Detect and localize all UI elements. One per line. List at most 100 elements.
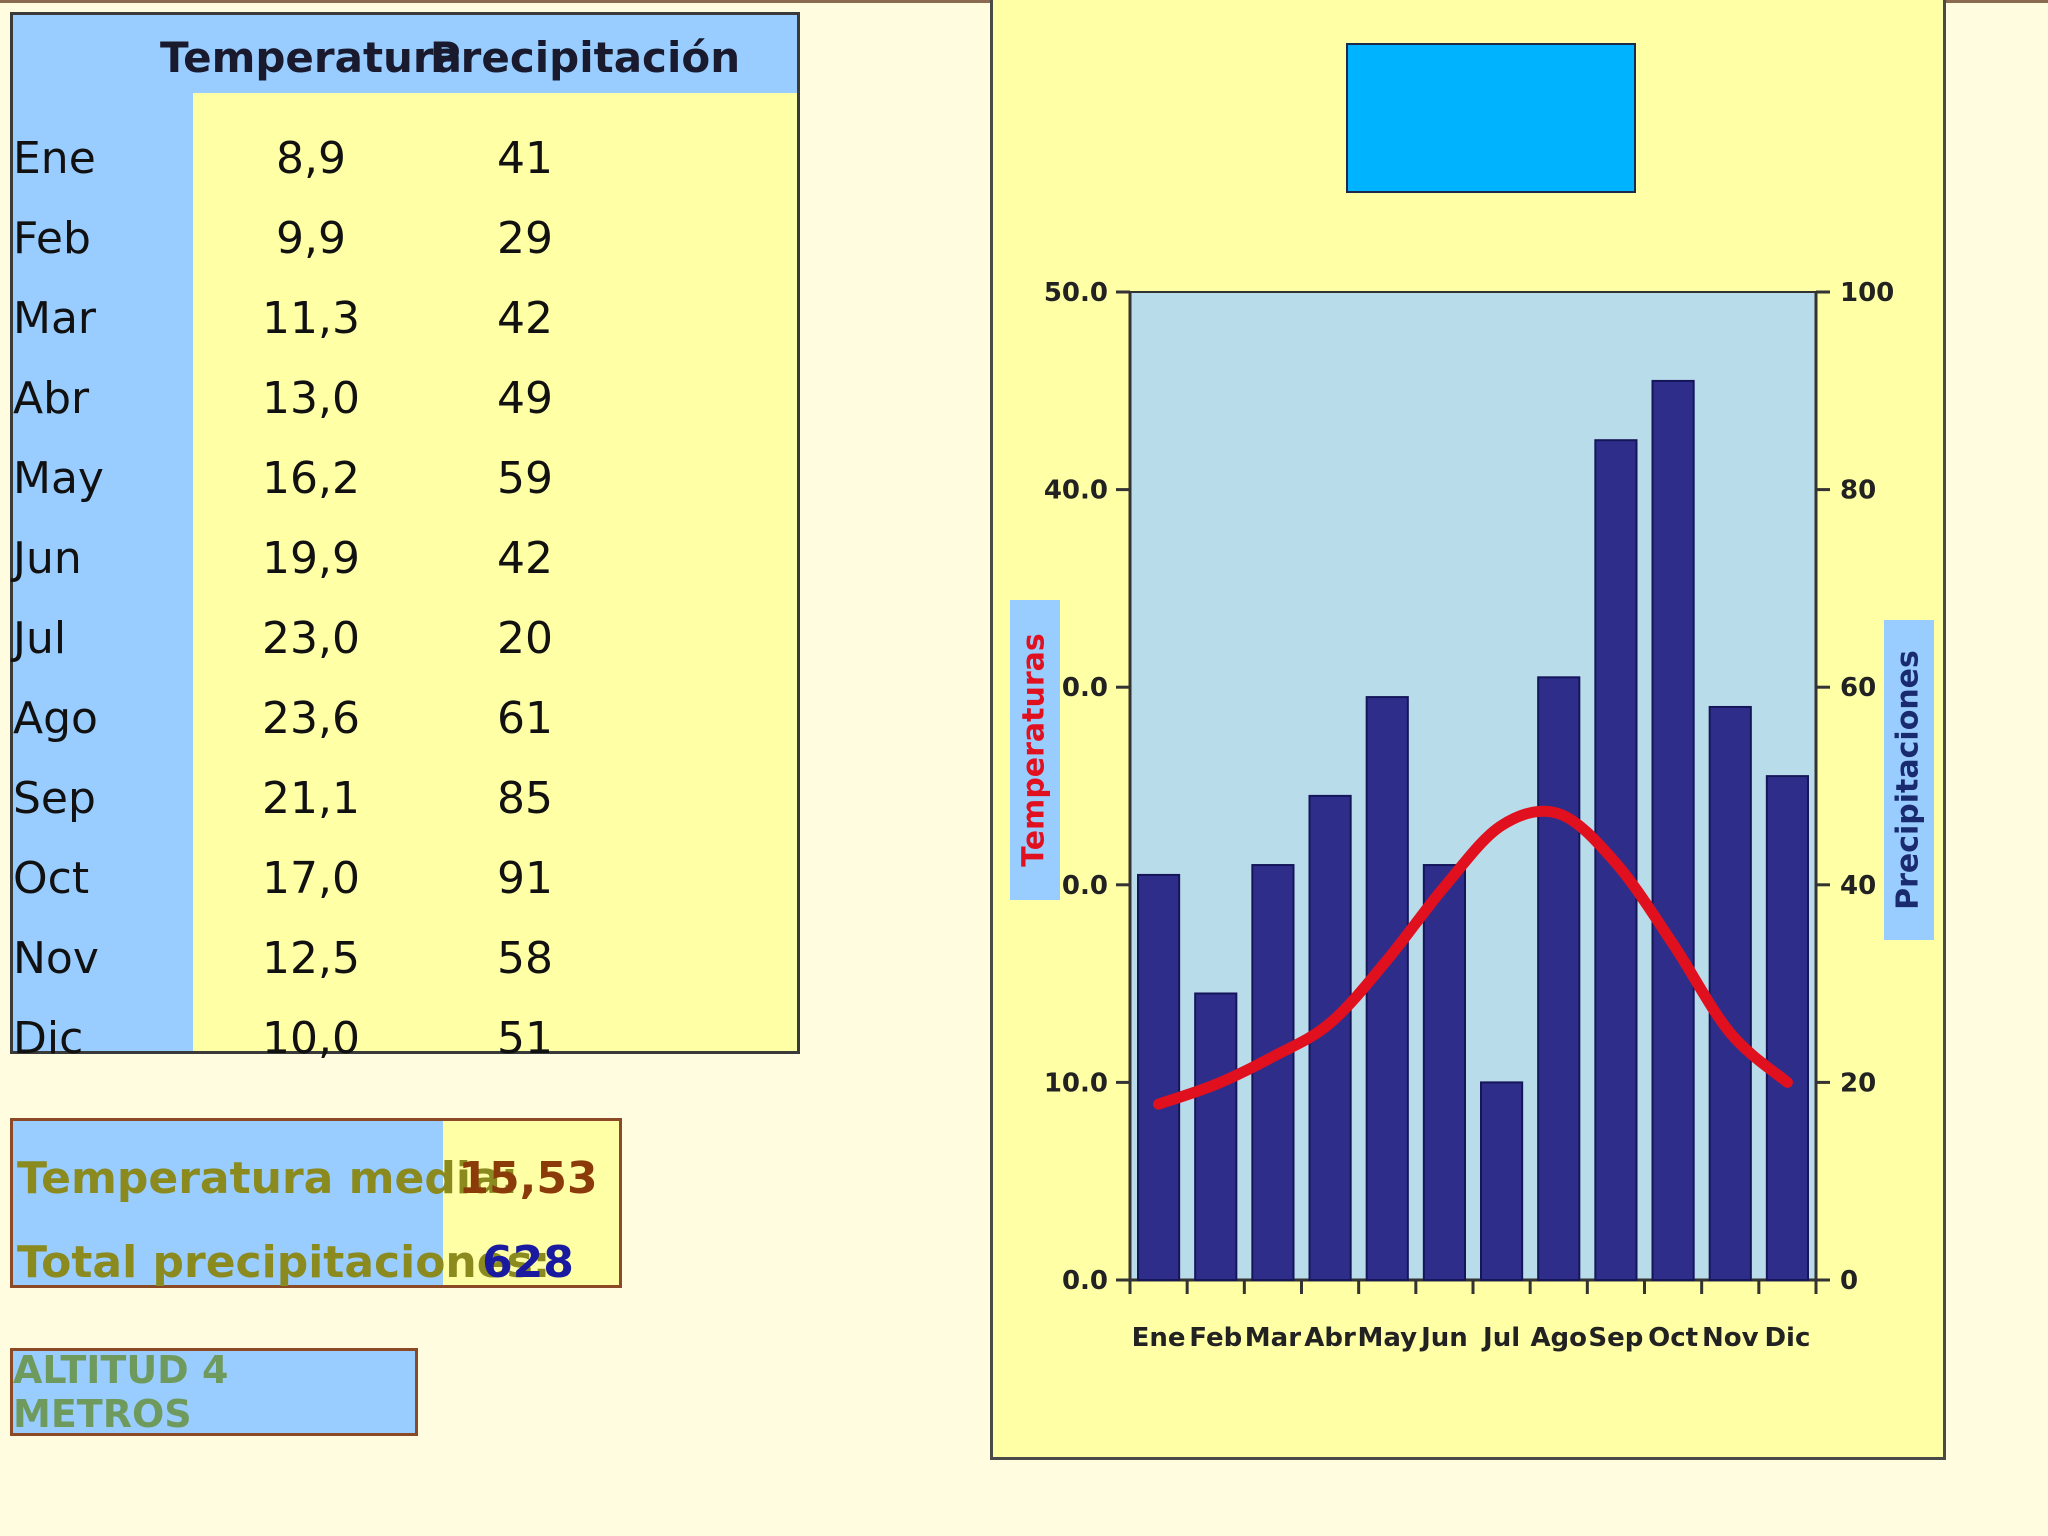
x-tick-label: May [1357,1323,1417,1353]
precipitation-value: 51 [497,1013,553,1064]
temperature-value: 23,0 [262,613,360,664]
x-tick-label: Sep [1588,1323,1643,1353]
right-tick-label: 60 [1840,673,1876,703]
month-label: Jun [13,533,82,584]
precipitation-value: 91 [497,853,553,904]
temperature-value: 16,2 [262,453,360,504]
x-tick-label: Ene [1132,1323,1186,1353]
month-label: Dic [13,1013,84,1064]
x-tick-label: Mar [1245,1323,1301,1353]
temperature-value: 10,0 [262,1013,360,1064]
total-prec-value: 628 [482,1237,574,1288]
temp-media-label: Temperatura media: [17,1153,519,1204]
x-tick-label: Abr [1304,1323,1356,1353]
table-row: Sep 21,1 85 [13,755,797,835]
header-precipitacion: Precipitación [429,33,741,82]
right-tick-label: 0 [1840,1266,1858,1296]
precipitation-bar [1651,379,1695,1282]
table-header-row: Temperatura Precipitación [13,15,797,93]
left-axis-title: Temperaturas [1017,633,1052,867]
table-row: Ene 8,9 41 [13,115,797,195]
month-label: Nov [13,933,99,984]
precipitation-bar [1422,864,1466,1281]
table-row: Oct 17,0 91 [13,835,797,915]
month-label: Mar [13,293,97,344]
temperature-value: 11,3 [262,293,360,344]
precipitation-value: 58 [497,933,553,984]
precipitation-bar [1137,873,1181,1281]
temperature-value: 12,5 [262,933,360,984]
precipitation-bar [1251,864,1295,1281]
table-row: Abr 13,0 49 [13,355,797,435]
temperature-value: 23,6 [262,693,360,744]
right-tick-label: 100 [1840,278,1894,308]
table-row: Jun 19,9 42 [13,515,797,595]
month-label: Ene [13,133,96,184]
month-column-background [13,15,193,1051]
month-label: Jul [13,613,67,664]
x-tick-label: Jul [1481,1323,1520,1353]
temp-media-value: 15,53 [458,1153,598,1204]
table-row: Nov 12,5 58 [13,915,797,995]
precipitation-bar [1537,676,1581,1281]
x-tick-label: Nov [1702,1323,1759,1353]
temperature-value: 17,0 [262,853,360,904]
total-prec-label: Total precipitaciones: [17,1237,551,1288]
precipitation-value: 42 [497,293,553,344]
precipitation-value: 59 [497,453,553,504]
temperature-value: 9,9 [276,213,346,264]
x-tick-label: Oct [1648,1323,1698,1353]
x-tick-label: Jun [1419,1323,1468,1353]
table-row: May 16,2 59 [13,435,797,515]
precipitation-value: 85 [497,773,553,824]
month-label: May [13,453,104,504]
header-temperatura: Temperatura [160,33,462,82]
x-tick-label: Ago [1530,1323,1587,1353]
right-tick-label: 40 [1840,871,1876,901]
month-label: Ago [13,693,98,744]
precipitation-bar [1765,775,1809,1281]
precipitation-bar [1194,992,1238,1281]
month-label: Feb [13,213,91,264]
precipitation-bar [1365,696,1409,1281]
month-label: Oct [13,853,90,904]
summary-label-background [13,1121,443,1285]
table-row: Mar 11,3 42 [13,275,797,355]
left-tick-label: 10.0 [1044,1068,1108,1098]
table-row: Dic 10,0 51 [13,995,797,1075]
temperature-value: 13,0 [262,373,360,424]
chart-title-box [1346,43,1636,193]
climate-data-table: Temperatura Precipitación Ene 8,9 41 Feb 9,9… [10,12,800,1064]
left-tick-label: 50.0 [1044,278,1108,308]
temperature-value: 19,9 [262,533,360,584]
right-tick-label: 20 [1840,1068,1876,1098]
precipitation-value: 49 [497,373,553,424]
left-tick-label: 40.0 [1044,476,1108,506]
precipitation-bar [1708,705,1752,1281]
x-tick-label: Dic [1764,1323,1810,1353]
temperature-value: 8,9 [276,133,346,184]
precipitation-value: 61 [497,693,553,744]
left-tick-label: 0.0 [1062,1266,1108,1296]
temperature-value: 21,1 [262,773,360,824]
table-row: Jul 23,0 20 [13,595,797,675]
plot-area [1130,292,1816,1280]
table-row: Feb 9,9 29 [13,195,797,275]
precipitation-value: 29 [497,213,553,264]
altitude-label: ALTITUD 4 METROS [10,1348,418,1436]
month-label: Abr [13,373,90,424]
precipitation-value: 20 [497,613,553,664]
table-row: Ago 23,6 61 [13,675,797,755]
temperature-line [1153,805,1793,1110]
right-axis-title: Precipitaciones [1891,650,1926,910]
month-label: Sep [13,773,96,824]
precipitation-value: 41 [497,133,553,184]
x-tick-label: Feb [1189,1323,1242,1353]
right-axis-title-background [1884,620,1934,940]
right-tick-label: 80 [1840,476,1876,506]
precipitation-value: 42 [497,533,553,584]
precipitation-bar [1480,1081,1524,1282]
left-axis-title-background [1010,600,1060,900]
summary-box: Temperatura media: 15,53 Total precipita… [10,1118,622,1288]
